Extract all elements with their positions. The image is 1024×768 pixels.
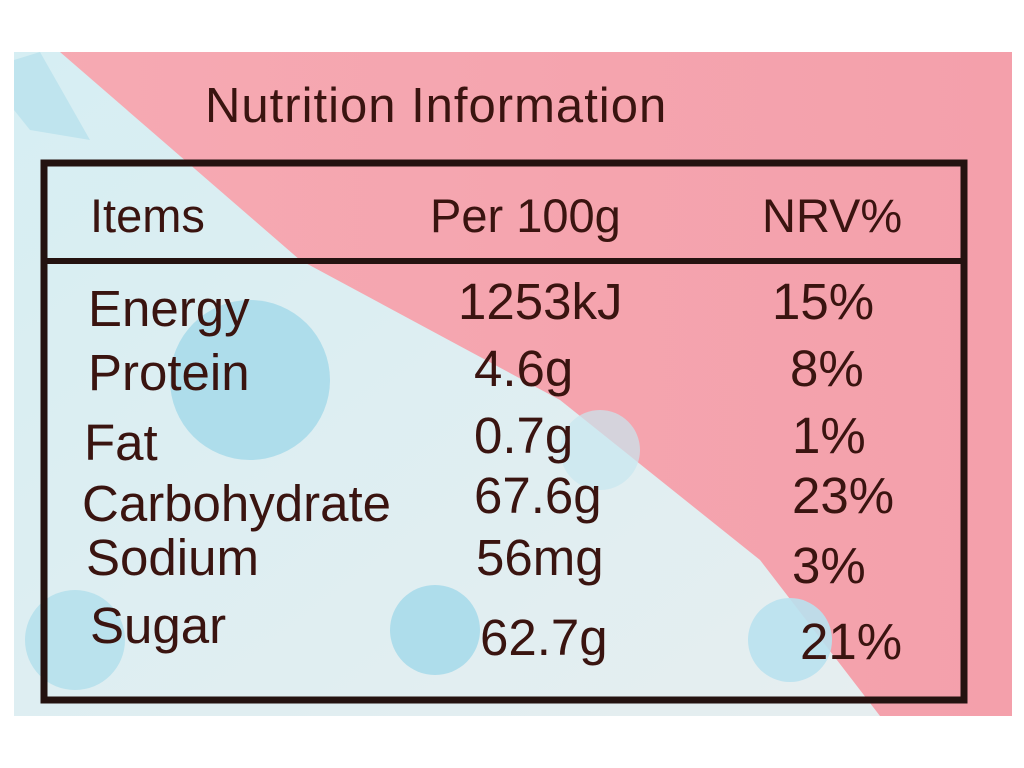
column-header-per-100g: Per 100g [430, 189, 621, 242]
blue-dot [560, 410, 640, 490]
column-header-items: Items [90, 189, 205, 242]
row-energy-value: 1253kJ [458, 273, 623, 330]
row-energy-nrv: 15% [772, 273, 875, 330]
page-title: Nutrition Information [205, 79, 668, 133]
row-carbohydrate-item: Carbohydrate [82, 475, 392, 532]
row-sodium-value: 56mg [476, 529, 604, 586]
blue-dot [390, 585, 480, 675]
row-fat-item: Fat [84, 414, 158, 471]
table-frame [40, 159, 968, 704]
row-protein-value: 4.6g [474, 340, 574, 397]
blue-dot [748, 598, 832, 682]
row-sugar-nrv: 21% [800, 613, 903, 670]
row-carbohydrate-value: 67.6g [474, 467, 602, 524]
blue-dot [170, 300, 330, 460]
row-sodium-item: Sodium [86, 529, 259, 586]
row-carbohydrate-nrv: 23% [792, 467, 895, 524]
blue-dot [25, 590, 125, 690]
row-fat-value: 0.7g [474, 407, 574, 464]
row-sugar-value: 62.7g [480, 609, 608, 666]
row-energy-item: Energy [88, 280, 250, 337]
row-protein-nrv: 8% [790, 340, 864, 397]
blue-region [14, 52, 880, 716]
row-fat-nrv: 1% [792, 407, 866, 464]
column-header-nrv: NRV% [762, 189, 903, 242]
row-protein-item: Protein [88, 344, 250, 401]
row-sugar-item: Sugar [90, 597, 227, 654]
blue-edge [14, 52, 90, 140]
row-sodium-nrv: 3% [792, 537, 866, 594]
